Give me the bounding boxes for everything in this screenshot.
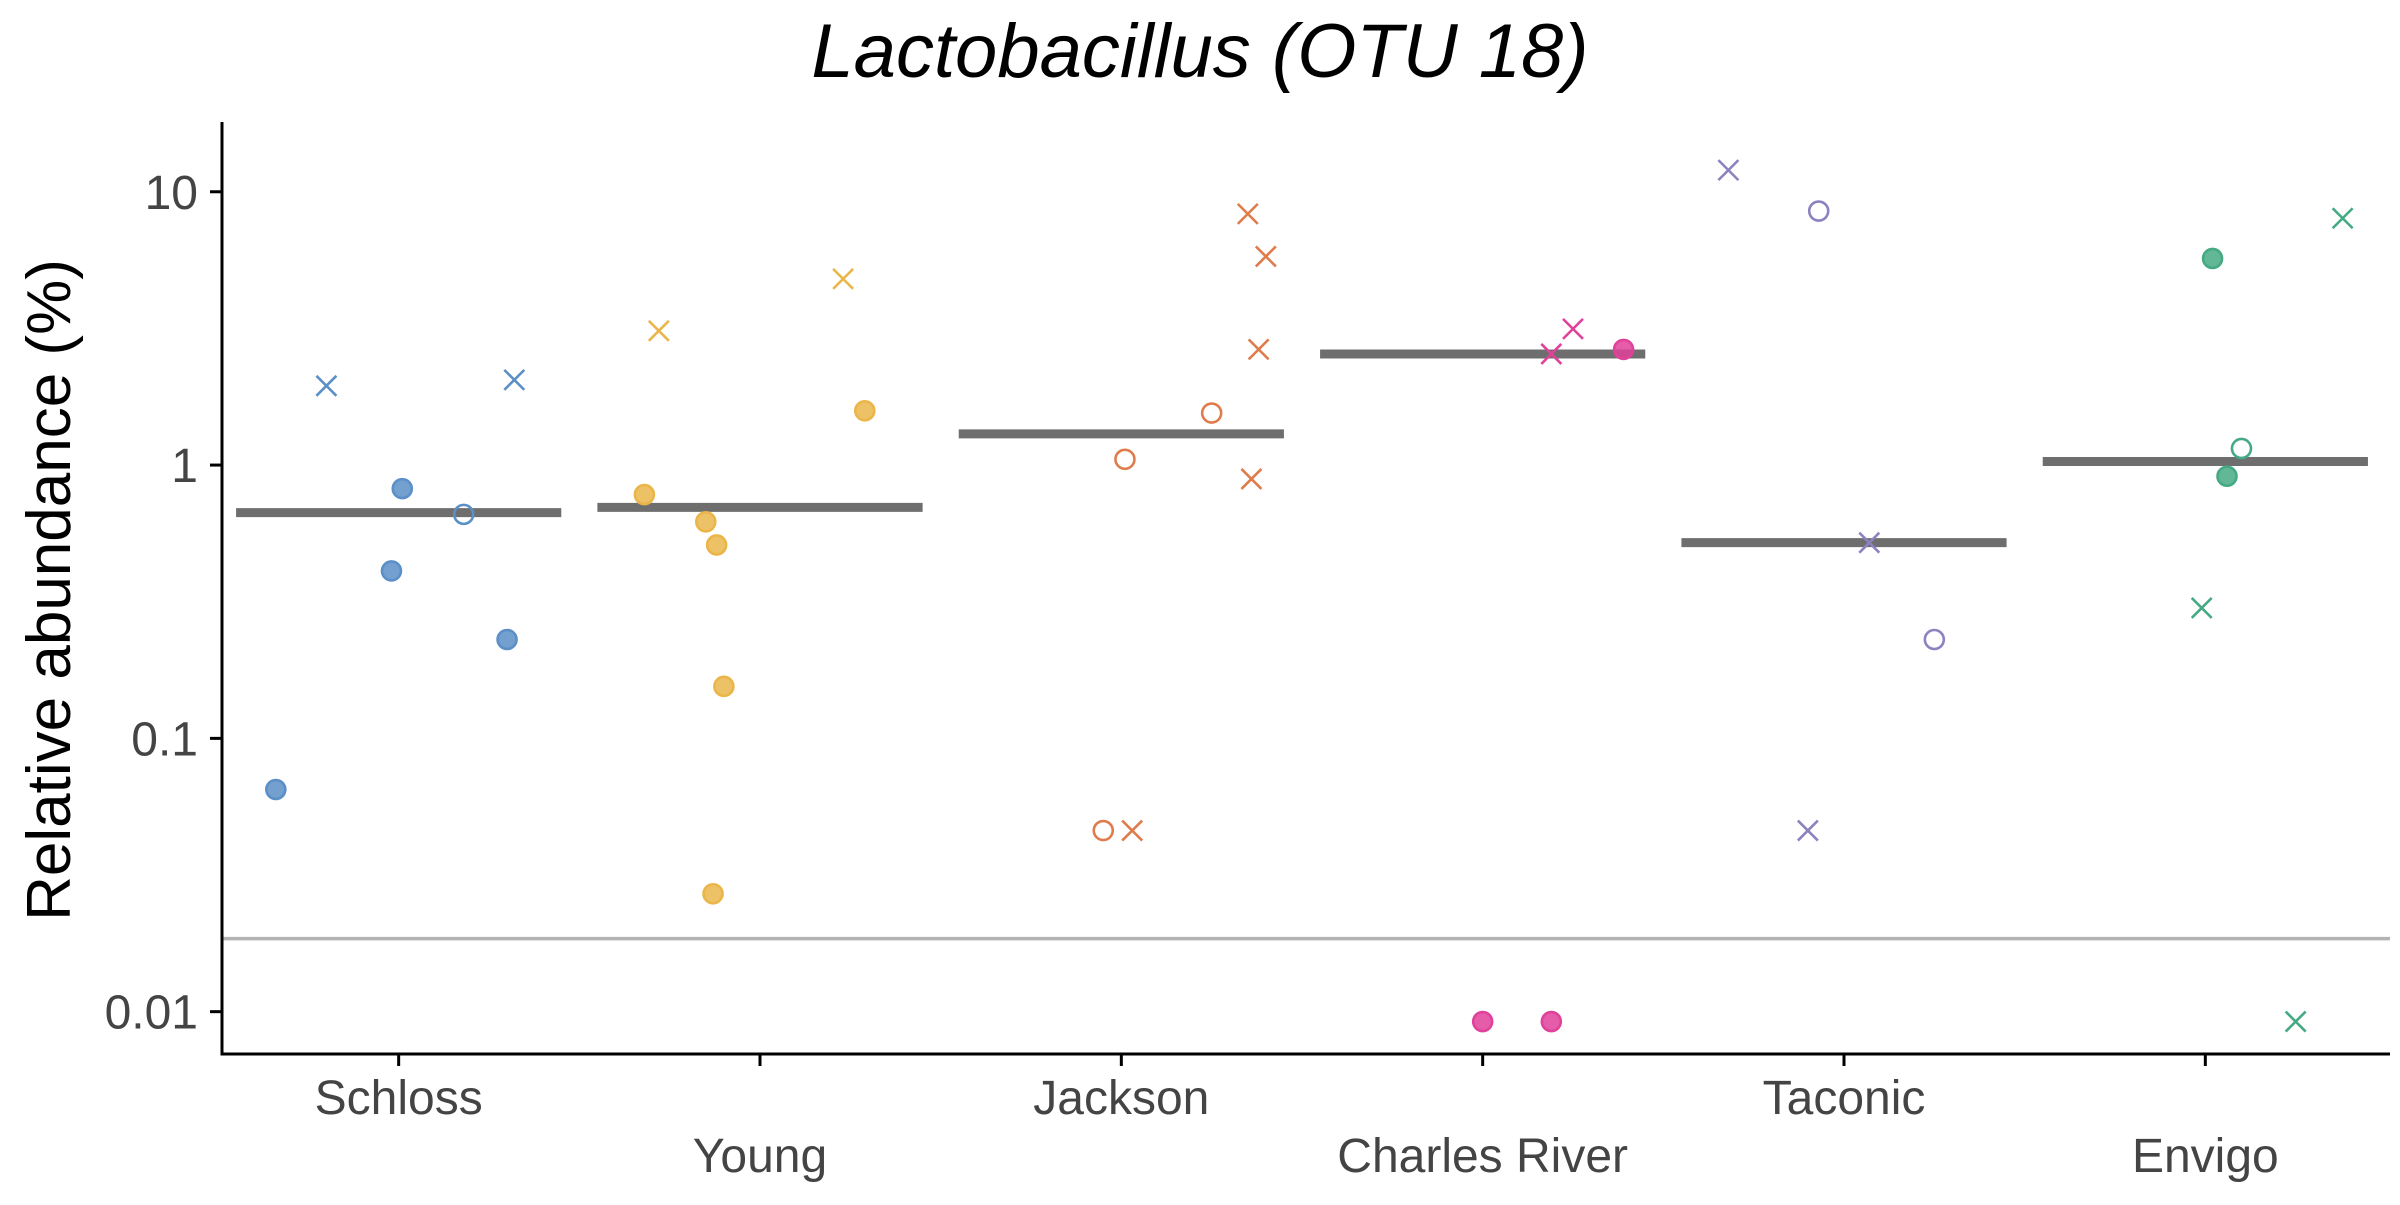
data-point-open-circle [1923, 628, 1946, 651]
data-point-filled-circle [853, 399, 876, 422]
data-point-cross [2284, 1010, 2307, 1033]
x-tick-label: Envigo [2132, 1130, 2279, 1183]
data-point-cross [647, 319, 670, 342]
x-tick-label: Taconic [1763, 1072, 1926, 1125]
data-point-filled-circle [1471, 1010, 1494, 1033]
data-point-cross [1540, 343, 1563, 365]
data-point-filled-circle [633, 483, 656, 506]
data-point-filled-circle [713, 675, 735, 698]
x-tick-label: Jackson [1033, 1072, 1209, 1125]
cross-stroke [1247, 338, 1270, 361]
data-point-filled-circle [2201, 247, 2224, 270]
data-point-filled-circle [380, 560, 403, 582]
cross-stroke [1540, 343, 1563, 365]
data-point-cross [1562, 317, 1584, 340]
cross-stroke [2284, 1010, 2307, 1033]
medians-layer [236, 349, 2368, 548]
data-point-filled-circle [496, 628, 518, 651]
cross-stroke [1121, 819, 1144, 842]
cross-stroke [1562, 317, 1584, 340]
chart-title: Lactobacillus (OTU 18) [811, 9, 1589, 94]
cross-stroke [503, 368, 526, 391]
data-point-cross [832, 267, 855, 290]
data-point-cross [1247, 338, 1270, 361]
y-tick-label: 1 [171, 440, 198, 493]
data-point-cross [503, 368, 526, 391]
cross-stroke [1254, 245, 1277, 268]
data-point-cross [1858, 531, 1881, 554]
cross-stroke [2331, 207, 2354, 230]
data-point-filled-circle [702, 882, 724, 905]
cross-stroke [1858, 531, 1881, 554]
x-tick-label: Young [693, 1130, 827, 1183]
data-point-cross [1121, 819, 1144, 842]
cross-stroke [1236, 202, 1259, 225]
data-point-open-circle [1200, 402, 1223, 424]
data-point-filled-circle [694, 511, 717, 533]
data-point-cross [2331, 207, 2354, 230]
x-tick-label: Schloss [315, 1072, 483, 1125]
data-point-open-circle [1114, 448, 1136, 471]
axes-layer: 0.01 0.1 1 10 Schloss Young Jackson Charles Riv… [105, 122, 2390, 1183]
data-point-cross [1254, 245, 1277, 268]
data-point-cross [1796, 819, 1819, 842]
cross-stroke [1717, 159, 1740, 182]
data-point-filled-circle [2216, 465, 2238, 488]
data-point-open-circle [1092, 819, 1115, 842]
cross-stroke [2190, 597, 2213, 619]
data-point-open-circle [1807, 200, 1830, 222]
data-point-open-circle [2230, 437, 2253, 460]
data-point-cross [1240, 467, 1263, 490]
data-point-filled-circle [705, 534, 728, 556]
cross-stroke [1796, 819, 1819, 842]
cross-stroke [647, 319, 670, 342]
data-point-cross [315, 374, 338, 397]
data-point-cross [1717, 159, 1740, 182]
data-point-filled-circle [391, 477, 414, 500]
data-point-filled-circle [1612, 338, 1635, 361]
data-point-cross [2190, 597, 2213, 619]
x-tick-label: Charles River [1337, 1130, 1628, 1183]
cross-stroke [1240, 467, 1263, 490]
cross-stroke [315, 374, 338, 397]
y-tick-label: 10 [145, 167, 198, 220]
cross-stroke [832, 267, 855, 290]
y-tick-label: 0.01 [105, 987, 198, 1040]
y-tick-label: 0.1 [131, 713, 198, 766]
data-point-open-circle [452, 503, 475, 526]
data-point-filled-circle [265, 778, 287, 801]
data-point-cross [1236, 202, 1259, 225]
points-layer [265, 159, 2354, 1033]
y-axis-label: Relative abundance (%) [15, 259, 84, 921]
data-point-filled-circle [1540, 1010, 1563, 1033]
